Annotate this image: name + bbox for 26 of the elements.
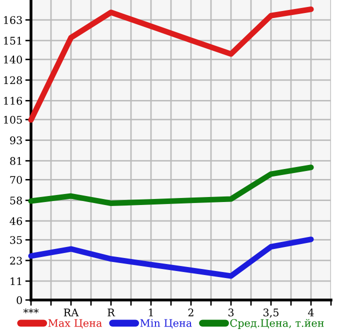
y-tick-label: 105 (4, 116, 22, 124)
legend-label: Min Цена (140, 319, 192, 328)
y-tick-label: 151 (4, 36, 22, 45)
y-tick-label: 128 (4, 76, 22, 84)
x-tick-label: 3,5 (264, 308, 278, 318)
y-tick-label: 46 (10, 217, 22, 226)
y-tick-label: 23 (10, 256, 22, 265)
x-tick-label: R (108, 308, 116, 316)
y-tick-label: 163 (4, 16, 22, 24)
y-tick-label: 70 (10, 176, 22, 184)
x-tick-label: 2 (188, 308, 194, 316)
y-tick-label: 116 (4, 96, 22, 105)
x-tick-label: 3 (228, 308, 234, 316)
y-tick-label: 93 (10, 136, 22, 144)
y-tick-label: 140 (4, 56, 22, 64)
legend-label: Сред.Цена, т.йен (230, 319, 324, 329)
x-tick-label: *** (23, 308, 39, 314)
y-tick-label: 58 (10, 196, 22, 204)
x-tick-label: 1 (148, 308, 153, 316)
legend-label: Max Цена (48, 319, 102, 328)
y-tick-label: 35 (10, 236, 22, 244)
x-tick-label: 4 (308, 308, 314, 316)
y-tick-label: 0 (16, 296, 22, 304)
y-tick-label: 11 (10, 277, 22, 286)
y-tick-label: 81 (10, 157, 22, 165)
x-tick-label: RA (64, 308, 79, 316)
